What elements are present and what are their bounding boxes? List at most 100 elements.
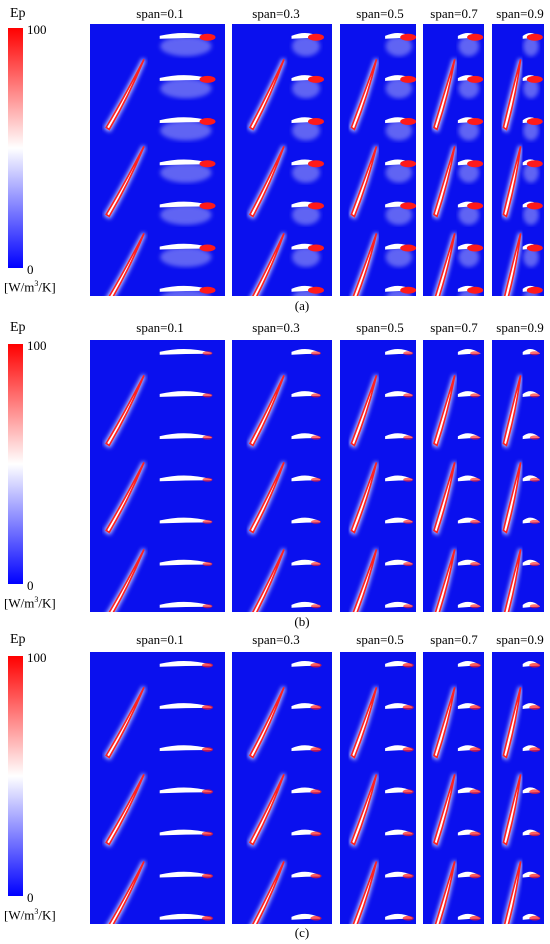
- rotor-hot-spot: [308, 244, 324, 252]
- rotor-hot-spot: [470, 351, 481, 356]
- rotor-hot-spot: [529, 562, 540, 567]
- rotor-hot-spot: [199, 160, 216, 168]
- rotor-hot-spot: [400, 160, 416, 168]
- rotor-hot-spot: [529, 477, 540, 482]
- panel-label-a: (a): [294, 298, 310, 313]
- stator-blade: [108, 549, 145, 612]
- rotor-hot-spot: [529, 831, 541, 837]
- stator-blade: [350, 375, 378, 447]
- panel-label-c: (c): [294, 925, 310, 940]
- contour-plot-span-0.9: [492, 24, 544, 296]
- stator-blade: [434, 861, 456, 924]
- rotor-hot-spot: [470, 435, 481, 440]
- rotor-wake: [458, 78, 480, 99]
- rotor-hot-spot: [311, 519, 321, 524]
- rotor-wake: [385, 162, 413, 183]
- rotor-hot-spot: [402, 662, 414, 668]
- stator-blade: [434, 549, 456, 612]
- rotor-hot-spot: [469, 915, 481, 921]
- rotor-wake: [458, 36, 480, 57]
- stator-blade: [105, 686, 145, 759]
- rotor-hot-spot: [529, 351, 540, 356]
- stator-blade: [248, 774, 285, 846]
- rotor-hot-spot: [529, 747, 541, 752]
- rotor-hot-spot: [311, 477, 321, 482]
- rotor-hot-spot: [402, 873, 414, 879]
- rotor-hot-spot: [202, 562, 213, 567]
- rotor-hot-spot: [400, 33, 416, 41]
- rotor-hot-spot: [402, 915, 414, 921]
- colorbar: [8, 656, 23, 896]
- rotor-hot-spot: [529, 662, 541, 668]
- rotor-hot-spot: [402, 705, 414, 710]
- rotor-hot-spot: [199, 244, 216, 252]
- rotor-hot-spot: [402, 747, 414, 752]
- rotor-hot-spot: [403, 393, 414, 398]
- stator-blade: [350, 146, 378, 218]
- rotor-hot-spot: [201, 705, 214, 710]
- contour-plot-span-0.3: [232, 652, 332, 924]
- rotor-hot-spot: [403, 435, 414, 440]
- rotor-hot-spot: [202, 477, 213, 482]
- stator-blade: [251, 861, 285, 924]
- rotor-wake: [523, 120, 539, 141]
- rotor-hot-spot: [310, 662, 322, 668]
- stator-blade: [433, 462, 456, 534]
- span-label-0.3: span=0.3: [252, 320, 300, 335]
- stator-blade: [502, 375, 522, 447]
- rotor-wake: [523, 78, 539, 99]
- rotor-hot-spot: [311, 351, 321, 356]
- rotor-hot-spot: [467, 160, 484, 168]
- rotor-hot-spot: [201, 747, 214, 752]
- stator-blade: [502, 774, 522, 846]
- span-label-0.3: span=0.3: [252, 632, 300, 647]
- span-label-0.9: span=0.9: [496, 320, 544, 335]
- stator-blade: [350, 462, 378, 534]
- rotor-hot-spot: [467, 202, 484, 210]
- rotor-hot-spot: [467, 33, 484, 41]
- rotor-wake: [458, 162, 480, 183]
- colorbar-title: Ep: [10, 6, 26, 21]
- rotor-hot-spot: [467, 118, 484, 126]
- rotor-wake: [160, 204, 212, 225]
- rotor-hot-spot: [529, 519, 540, 524]
- stator-blade: [108, 233, 145, 296]
- rotor-hot-spot: [402, 831, 414, 837]
- panel-label-b: (b): [294, 614, 310, 629]
- rotor-hot-spot: [201, 789, 214, 795]
- contour-field: [103, 660, 214, 924]
- stator-blade: [503, 861, 522, 924]
- contour-field: [348, 660, 414, 924]
- rotor-hot-spot: [529, 915, 541, 921]
- rotor-wake: [523, 204, 539, 225]
- rotor-hot-spot: [526, 75, 543, 83]
- rotor-hot-spot: [469, 662, 481, 668]
- rotor-wake: [292, 162, 320, 183]
- rotor-wake: [385, 78, 413, 99]
- colorbar: [8, 344, 23, 584]
- stator-blade: [352, 861, 378, 924]
- stator-blade: [248, 687, 285, 759]
- rotor-hot-spot: [526, 286, 543, 294]
- rotor-hot-spot: [310, 789, 322, 795]
- rotor-hot-spot: [400, 75, 416, 83]
- colorbar-max-label: 100: [27, 650, 47, 665]
- contour-field: [431, 32, 484, 296]
- rotor-hot-spot: [469, 873, 481, 879]
- rotor-wake: [523, 162, 539, 183]
- span-label-0.5: span=0.5: [356, 320, 404, 335]
- rotor-hot-spot: [526, 33, 543, 41]
- contour-field: [501, 660, 541, 924]
- span-label-0.9: span=0.9: [496, 6, 544, 21]
- rotor-wake: [385, 36, 413, 57]
- span-label-0.1: span=0.1: [136, 320, 184, 335]
- rotor-hot-spot: [526, 160, 543, 168]
- rotor-hot-spot: [201, 873, 214, 879]
- colorbar-title: Ep: [10, 632, 26, 647]
- rotor-wake: [523, 36, 539, 57]
- contour-field: [501, 348, 541, 612]
- rotor-hot-spot: [199, 118, 216, 126]
- rotor-hot-spot: [400, 286, 416, 294]
- contour-field: [348, 32, 416, 296]
- stator-blade: [350, 774, 378, 846]
